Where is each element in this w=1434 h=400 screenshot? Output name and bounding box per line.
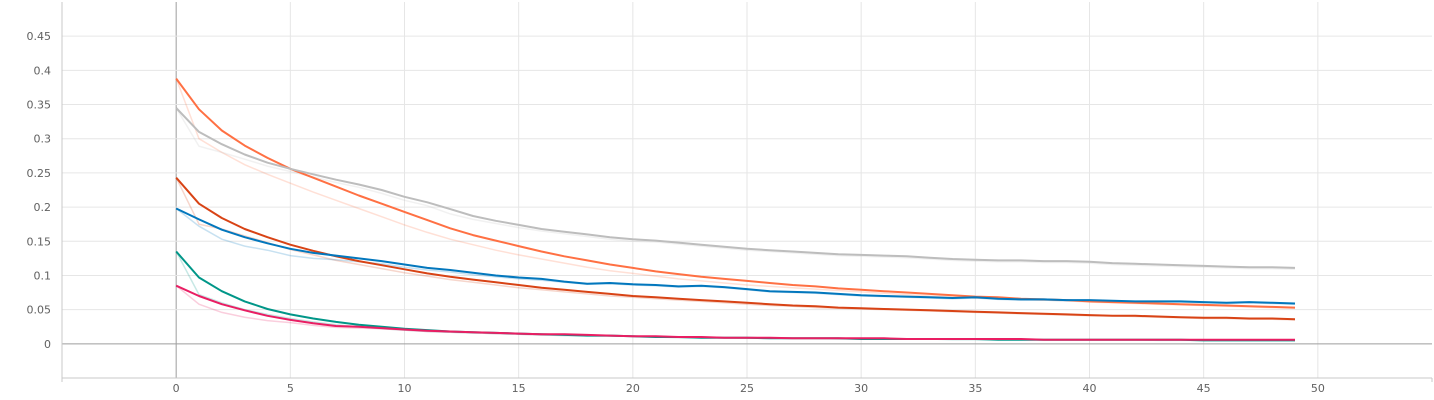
x-tick-label: 10: [398, 382, 412, 395]
axes: [61, 2, 1433, 382]
x-tick-label: 40: [1083, 382, 1097, 395]
x-tick-label: 15: [512, 382, 526, 395]
x-tick-label: 30: [854, 382, 868, 395]
y-tick-label: 0.45: [27, 30, 52, 43]
gridlines: [62, 2, 1432, 378]
x-tick-label: 5: [287, 382, 294, 395]
x-tick-labels: 0 5 10 15 20 25 30 35 40 45 50: [173, 382, 1325, 395]
y-tick-labels: 0 0.05 0.1 0.15 0.2 0.25 0.3 0.35 0.4 0.45: [27, 30, 52, 351]
series-3-line: [175, 207, 1296, 305]
x-tick-label: 45: [1197, 382, 1211, 395]
y-tick-label: 0.15: [27, 235, 52, 248]
x-tick-label: 35: [968, 382, 982, 395]
series-5-line: [175, 284, 1295, 341]
y-tick-label: 0.35: [27, 99, 52, 112]
series-5-raw-line: [175, 285, 1296, 342]
y-tick-label: 0: [44, 338, 51, 351]
x-tick-label: 20: [626, 382, 640, 395]
y-tick-label: 0.1: [34, 269, 52, 282]
series-2-line: [175, 177, 1296, 321]
y-tick-label: 0.2: [34, 201, 52, 214]
y-tick-label: 0.3: [34, 133, 52, 146]
series-1-line: [175, 107, 1296, 269]
series-0-line: [175, 78, 1296, 309]
y-tick-label: 0.25: [27, 167, 52, 180]
smoothed-series-lines: [175, 78, 1296, 342]
x-tick-label: 25: [740, 382, 754, 395]
series-1-raw-line: [175, 107, 1296, 271]
x-tick-label: 50: [1311, 382, 1325, 395]
y-tick-label: 0.4: [34, 64, 52, 77]
x-tick-label: 0: [173, 382, 180, 395]
series-0-raw-line: [175, 78, 1296, 310]
y-tick-label: 0.05: [27, 304, 52, 317]
